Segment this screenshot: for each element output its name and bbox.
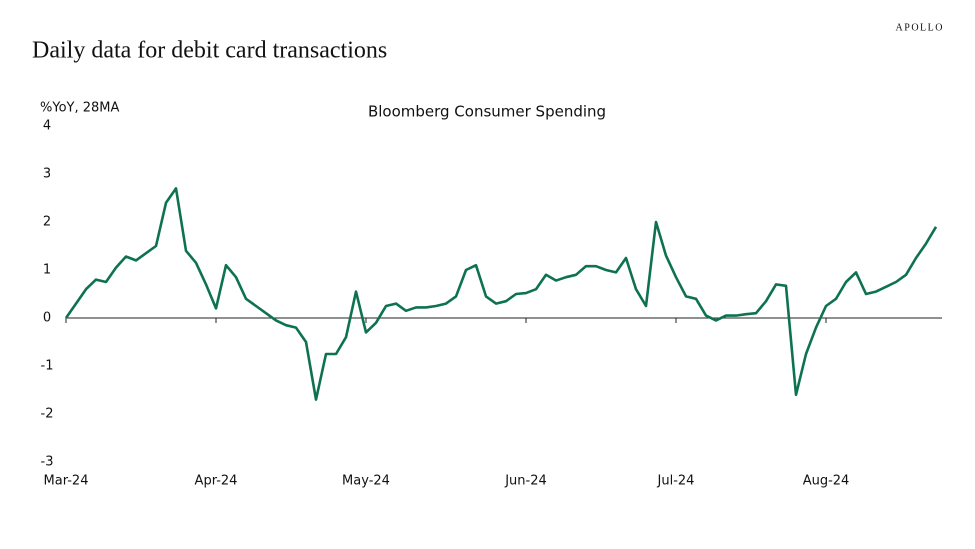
y-tick-label: 1 — [43, 263, 51, 278]
data-line — [64, 187, 938, 401]
y-tick-label: 2 — [43, 215, 51, 230]
y-tick-label: 0 — [43, 311, 51, 326]
x-tick-label: Jun-24 — [504, 474, 547, 489]
y-tick-label: 4 — [43, 119, 51, 134]
x-tick-label: Apr-24 — [195, 474, 238, 489]
y-tick-label: -3 — [41, 455, 54, 470]
y-tick-label: -2 — [41, 407, 54, 422]
y-axis-label: %YoY, 28MA — [40, 101, 119, 116]
x-tick-label: Mar-24 — [44, 474, 89, 489]
subtitle: Bloomberg Consumer Spending — [368, 103, 606, 121]
chart-title: Daily data for debit card transactions — [32, 38, 387, 64]
x-tick-label: Aug-24 — [803, 474, 850, 489]
y-tick-label: 3 — [43, 167, 51, 182]
x-tick-label: May-24 — [342, 474, 390, 489]
x-tick-label: Jul-24 — [657, 474, 695, 489]
y-tick-label: -1 — [41, 359, 54, 374]
brand: APOLLO — [896, 22, 944, 33]
